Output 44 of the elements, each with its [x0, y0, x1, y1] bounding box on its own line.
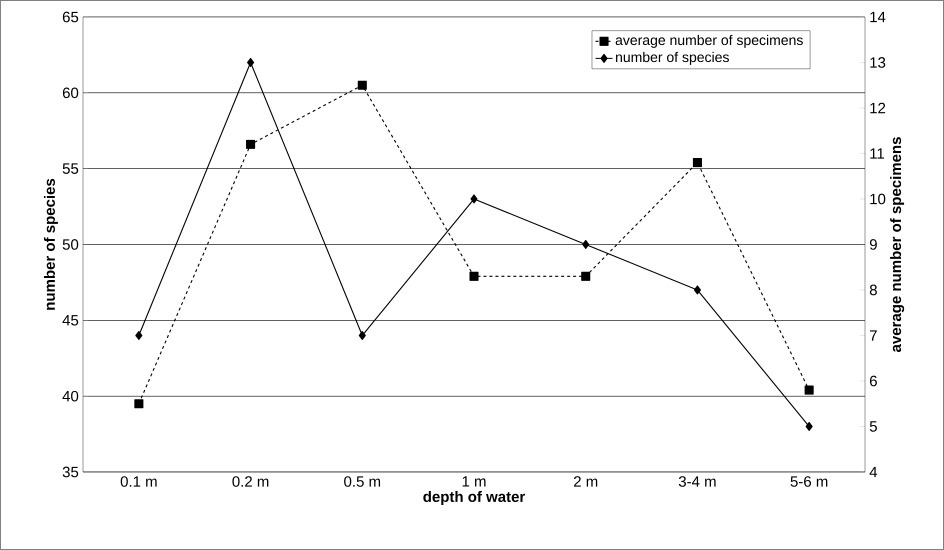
point: [134, 399, 144, 408]
y-tick-label: 60: [62, 88, 78, 98]
y2-tick-label: 5: [870, 421, 877, 432]
y2-tick-label: 4: [870, 466, 878, 478]
y2-tick-label: 14: [870, 12, 886, 22]
x-tick-label: 0.2 m: [232, 476, 268, 487]
y-tick-label: 45: [62, 315, 78, 326]
y-tick-label: 55: [62, 163, 78, 174]
point: [358, 80, 367, 90]
y2-tick-label: 9: [870, 239, 877, 250]
point: [692, 158, 702, 168]
point: [582, 240, 590, 250]
point: [470, 194, 478, 204]
y-tick-label: 65: [62, 12, 78, 22]
point: [469, 272, 479, 281]
x-tick-label: 0.1 m: [120, 476, 157, 487]
y2-axis-title: average number of specimens: [890, 137, 904, 352]
y-tick-label: 35: [62, 466, 78, 478]
y2-tick-label: 6: [870, 376, 877, 386]
x-tick-label: 1 m: [462, 476, 486, 487]
x-tick-label: 0.5 m: [344, 476, 380, 487]
point: [247, 58, 254, 68]
y2-tick-label: 13: [870, 57, 886, 68]
y2-tick-label: 12: [870, 102, 886, 114]
y2-tick-label: 10: [870, 194, 886, 204]
point: [358, 330, 366, 340]
point: [581, 272, 590, 281]
x-tick-label: 3-4 m: [678, 476, 716, 487]
x-tick-label: 2 m: [574, 476, 598, 487]
point: [804, 386, 814, 395]
legend-label: number of species: [616, 52, 729, 65]
point: [694, 285, 701, 295]
y2-tick-label: 11: [870, 148, 884, 159]
y-axis-title: number of species: [44, 178, 58, 310]
point: [135, 330, 142, 340]
legend-label: average number of specimens: [616, 34, 803, 48]
point: [246, 140, 256, 149]
x-axis-title: depth of water: [423, 490, 526, 505]
y2-tick-label: 8: [870, 284, 877, 296]
y-tick-label: 50: [62, 239, 78, 250]
x-tick-label: 5-6 m: [790, 476, 828, 487]
y-tick-label: 40: [62, 390, 78, 402]
y2-tick-label: 7: [870, 330, 877, 341]
point: [806, 422, 813, 432]
